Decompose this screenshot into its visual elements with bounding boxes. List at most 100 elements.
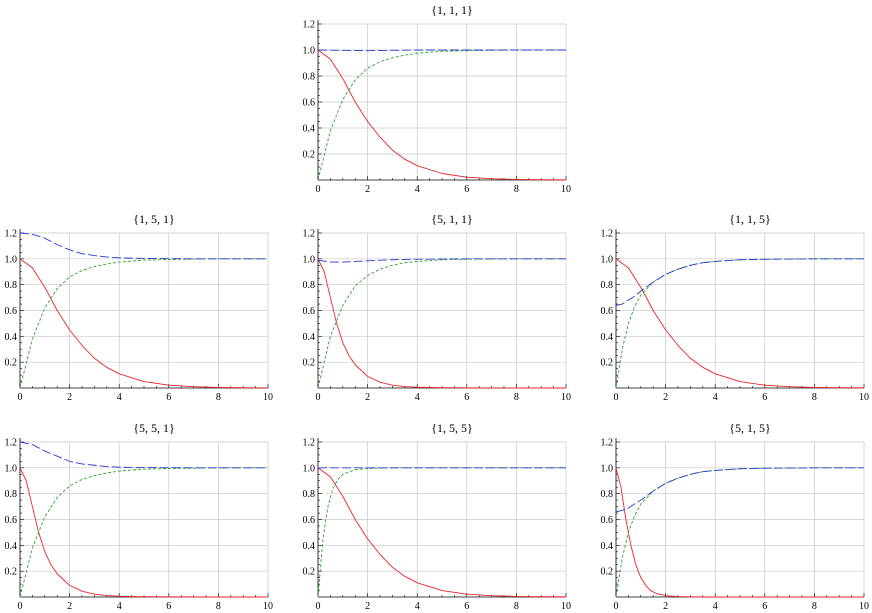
chart-title: {5, 5, 1} (133, 421, 175, 435)
series-line (615, 467, 864, 598)
chart-panel: {1, 1, 5} 0 2 4 6 8 10 0.2 0.4 0.6 0.8 1.0 1.2 (601, 212, 870, 403)
series-line (19, 441, 268, 469)
y-tick-label: 1.2 (303, 229, 316, 240)
x-tick-label: 0 (614, 601, 619, 612)
x-tick-label: 8 (812, 601, 817, 612)
y-tick-label: 0.8 (303, 489, 316, 500)
y-tick-label: 1.2 (601, 438, 614, 449)
chart-panel: {1, 5, 1} 0 2 4 6 8 10 0.2 0.4 0.6 0.8 1.0 1.2 (5, 212, 274, 403)
x-tick-label: 10 (263, 392, 273, 403)
y-tick-label: 0.8 (601, 489, 614, 500)
y-tick-label: 0.8 (303, 72, 316, 83)
series-line (615, 467, 864, 598)
y-tick-label: 0.6 (303, 306, 316, 317)
y-tick-label: 0.2 (5, 358, 18, 369)
y-tick-label: 0.4 (5, 332, 18, 343)
x-tick-label: 4 (117, 392, 122, 403)
x-tick-label: 2 (67, 392, 72, 403)
x-tick-label: 0 (316, 601, 321, 612)
x-tick-label: 2 (663, 601, 668, 612)
series-line (317, 467, 566, 598)
y-tick-label: 0.4 (303, 332, 316, 343)
y-tick-label: 1.2 (601, 229, 614, 240)
series-line (19, 258, 268, 389)
x-tick-label: 2 (365, 184, 370, 195)
series-line (317, 467, 567, 598)
chart-title: {1, 1, 1} (431, 3, 473, 17)
x-tick-label: 2 (365, 392, 370, 403)
y-tick-label: 0.4 (303, 541, 316, 552)
y-tick-label: 1.0 (5, 463, 18, 474)
x-tick-label: 4 (713, 392, 718, 403)
x-tick-label: 4 (415, 392, 420, 403)
x-tick-label: 8 (514, 184, 519, 195)
chart-title: {1, 5, 1} (133, 212, 175, 226)
y-tick-label: 0.4 (303, 124, 316, 135)
x-tick-label: 10 (263, 601, 273, 612)
y-tick-label: 0.8 (303, 280, 316, 291)
x-tick-label: 6 (762, 392, 767, 403)
chart-panel: {5, 1, 1} 0 2 4 6 8 10 0.2 0.4 0.6 0.8 1.0 1.2 (303, 212, 572, 403)
chart-title: {1, 5, 5} (431, 421, 473, 435)
x-tick-label: 6 (464, 184, 469, 195)
chart-panel: {5, 1, 5} 0 2 4 6 8 10 0.2 0.4 0.6 0.8 1.0 1.2 (601, 421, 870, 612)
x-tick-label: 6 (464, 601, 469, 612)
y-tick-label: 0.8 (601, 280, 614, 291)
chart-title: {5, 1, 1} (431, 212, 473, 226)
x-tick-label: 8 (812, 392, 817, 403)
x-tick-label: 0 (18, 601, 23, 612)
y-tick-label: 1.2 (5, 229, 18, 240)
y-tick-label: 0.8 (5, 280, 18, 291)
x-tick-label: 0 (316, 184, 321, 195)
y-tick-label: 1.0 (303, 254, 316, 265)
x-tick-label: 10 (561, 392, 571, 403)
chart-title: {1, 1, 5} (729, 212, 771, 226)
x-tick-label: 4 (117, 601, 122, 612)
x-tick-label: 0 (18, 392, 23, 403)
y-tick-label: 0.6 (601, 306, 614, 317)
y-tick-label: 0.8 (5, 489, 18, 500)
chart-panel: {1, 5, 5} 0 2 4 6 8 10 0.2 0.4 0.6 0.8 1.0 1.2 (303, 421, 572, 612)
x-tick-label: 6 (464, 392, 469, 403)
x-tick-label: 6 (762, 601, 767, 612)
y-tick-label: 1.0 (601, 254, 614, 265)
series-line (317, 258, 566, 263)
y-tick-label: 0.2 (601, 358, 614, 369)
x-tick-label: 10 (859, 601, 869, 612)
x-tick-label: 4 (713, 601, 718, 612)
y-tick-label: 0.2 (303, 358, 316, 369)
y-tick-label: 0.6 (601, 515, 614, 526)
series-line (317, 49, 566, 52)
y-tick-label: 0.4 (601, 541, 614, 552)
series-line (615, 467, 864, 513)
x-tick-label: 2 (663, 392, 668, 403)
x-tick-label: 4 (415, 184, 420, 195)
x-tick-label: 0 (614, 392, 619, 403)
y-tick-label: 0.6 (303, 98, 316, 109)
chart-title: {5, 1, 5} (729, 421, 771, 435)
y-tick-label: 0.4 (601, 332, 614, 343)
y-tick-label: 1.2 (303, 20, 316, 31)
series-line (615, 258, 865, 389)
series-line (317, 49, 567, 181)
x-tick-label: 8 (216, 601, 221, 612)
y-tick-label: 0.6 (5, 306, 18, 317)
chart-panel: {1, 1, 1} 0 2 4 6 8 10 0.2 0.4 0.6 0.8 1.0 1.2 (303, 3, 572, 195)
chart-panel: {5, 5, 1} 0 2 4 6 8 10 0.2 0.4 0.6 0.8 1.0 1.2 (5, 421, 274, 612)
x-tick-label: 6 (166, 392, 171, 403)
y-tick-label: 0.2 (5, 567, 18, 578)
x-tick-label: 0 (316, 392, 321, 403)
x-tick-label: 10 (561, 601, 571, 612)
series-line (317, 49, 566, 181)
series-line (19, 232, 268, 260)
y-tick-label: 1.0 (303, 46, 316, 57)
y-tick-label: 1.0 (5, 254, 18, 265)
y-tick-label: 0.2 (303, 150, 316, 161)
x-tick-label: 4 (415, 601, 420, 612)
series-line (317, 258, 566, 389)
y-tick-label: 0.6 (5, 515, 18, 526)
y-tick-label: 1.0 (601, 463, 614, 474)
x-tick-label: 10 (859, 392, 869, 403)
series-line (19, 467, 268, 598)
series-line (615, 258, 864, 389)
